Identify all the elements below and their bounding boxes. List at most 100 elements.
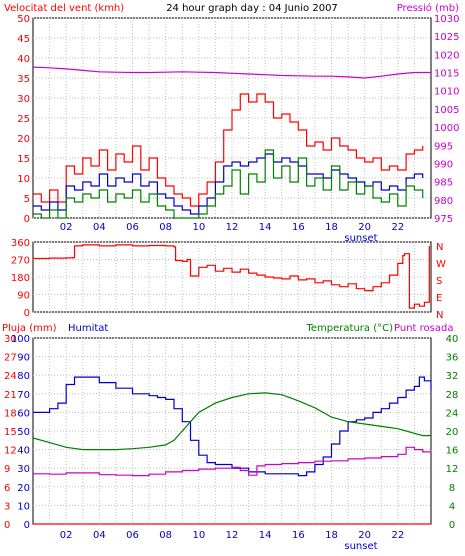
- humidity-tick-label: 30: [17, 464, 30, 475]
- dewpoint-line: [33, 446, 432, 477]
- compass-label-s: S: [436, 276, 442, 287]
- wind-speed-tick-label: 25: [17, 114, 30, 125]
- rain-tick-label: 0: [4, 520, 10, 531]
- wind-pressure-panel: 0510152025303540455097598098599099510001…: [4, 2, 459, 244]
- temperature-tick-label: 20: [446, 427, 459, 438]
- temperature-tick-label: 40: [446, 334, 459, 345]
- temperature-tick-label: 32: [446, 371, 459, 382]
- humidity-tick-label: 80: [17, 371, 30, 382]
- humidity-tick-label: 40: [17, 446, 30, 457]
- temperature-tick-label: 36: [446, 353, 459, 364]
- hour-tick-label: 06: [126, 530, 139, 541]
- wind-speed-axis-label: Velocitat del vent (kmh): [4, 3, 124, 14]
- temperature-line: [32, 392, 431, 451]
- wind-speed-tick-label: 15: [17, 154, 30, 165]
- compass-label-n-top: N: [436, 242, 443, 253]
- humidity-tick-label: 70: [17, 390, 30, 401]
- rain-tick-label: 9: [4, 464, 10, 475]
- pressure-axis-label: Pressió (mb): [397, 2, 459, 14]
- humidity-axis-label: Humitat: [68, 323, 108, 334]
- wind-average-line: [33, 153, 424, 215]
- rain-tick-label: 6: [4, 483, 10, 494]
- humidity-tick-label: 50: [17, 427, 30, 438]
- pressure-tick-label: 1025: [434, 32, 459, 43]
- humidity-temperature-tick-labels: 0369121518212427300102030405060708090100…: [4, 334, 458, 541]
- wind-speed-tick-label: 10: [17, 174, 30, 185]
- humidity-temperature-series: [32, 376, 432, 525]
- temperature-tick-label: 12: [446, 464, 459, 475]
- wind-direction-grid: [33, 241, 431, 313]
- wind-speed-tick-label: 45: [17, 34, 30, 45]
- wind-speed-tick-label: 20: [17, 134, 30, 145]
- sunset-label-top: sunset: [344, 233, 377, 244]
- direction-tick-label: 180: [11, 273, 30, 284]
- hour-tick-label: 10: [192, 530, 205, 541]
- wind-speed-tick-label: 40: [17, 54, 30, 65]
- humidity-line: [33, 376, 432, 477]
- sunset-label-bottom: sunset: [344, 541, 377, 552]
- pressure-tick-label: 1020: [434, 50, 459, 61]
- hour-tick-label: 18: [325, 530, 338, 541]
- pressure-line: [32, 66, 431, 79]
- dewpoint-axis-label: Punt rosada: [394, 323, 453, 334]
- compass-label-e: E: [436, 293, 442, 304]
- hour-tick-label: 20: [358, 530, 371, 541]
- compass-label-n-bottom: N: [436, 310, 443, 321]
- pressure-tick-label: 1005: [434, 105, 459, 116]
- humidity-tick-label: 100: [11, 334, 30, 345]
- direction-tick-label: 270: [11, 256, 30, 267]
- hour-tick-label: 12: [226, 530, 239, 541]
- hour-tick-label: 04: [93, 222, 106, 233]
- wind-gust-line: [33, 93, 424, 207]
- temperature-axis-label: Temperatura (°C): [305, 323, 393, 334]
- humidity-tick-label: 20: [17, 483, 30, 494]
- wind-direction-panel: 0 90 180 270 360 N W S E N: [11, 238, 446, 321]
- rain-tick-label: 30: [4, 334, 17, 345]
- pressure-tick-label: 1015: [434, 69, 459, 80]
- temperature-tick-label: 24: [446, 408, 459, 419]
- wind-pressure-tick-labels: 0510152025303540455097598098599099510001…: [17, 14, 459, 233]
- wind-speed-tick-label: 30: [17, 94, 30, 105]
- hour-tick-label: 22: [391, 530, 404, 541]
- pressure-tick-label: 1010: [434, 87, 459, 98]
- temperature-tick-label: 8: [449, 483, 455, 494]
- rain-tick-label: 21: [4, 390, 17, 401]
- hour-tick-label: 14: [259, 530, 272, 541]
- rain-tick-label: 3: [4, 501, 10, 512]
- rain-tick-label: 24: [4, 371, 17, 382]
- pressure-tick-label: 980: [434, 196, 453, 207]
- humidity-tick-label: 60: [17, 408, 30, 419]
- humidity-temperature-panel: 0369121518212427300102030405060708090100…: [2, 323, 458, 552]
- hour-tick-label: 22: [391, 222, 404, 233]
- hour-tick-label: 10: [192, 222, 205, 233]
- hour-tick-label: 08: [159, 530, 172, 541]
- pressure-tick-label: 985: [434, 178, 453, 189]
- hour-tick-label: 02: [60, 530, 73, 541]
- humidity-tick-label: 10: [17, 501, 30, 512]
- hour-tick-label: 08: [159, 222, 172, 233]
- pressure-tick-label: 995: [434, 141, 453, 152]
- hour-tick-label: 18: [325, 222, 338, 233]
- rain-axis-label: Pluja (mm): [2, 323, 57, 334]
- direction-tick-label: 90: [17, 291, 30, 302]
- hour-tick-label: 16: [292, 530, 305, 541]
- direction-tick-label: 0: [24, 308, 30, 319]
- rain-tick-label: 15: [4, 427, 17, 438]
- wind-direction-line: [33, 244, 430, 309]
- hour-tick-label: 12: [226, 222, 239, 233]
- hour-tick-label: 02: [60, 222, 73, 233]
- wind-low-line: [33, 149, 424, 219]
- chart-title: 24 hour graph day : 04 Junio 2007: [166, 3, 338, 14]
- wind-direction-tick-labels: 0 90 180 270 360: [11, 238, 30, 319]
- wind-speed-tick-label: 0: [24, 214, 30, 225]
- wind-speed-tick-label: 5: [24, 194, 30, 205]
- temperature-tick-label: 4: [449, 501, 455, 512]
- pressure-tick-label: 1000: [434, 123, 459, 134]
- wind-speed-tick-label: 50: [17, 14, 30, 25]
- direction-tick-label: 360: [11, 238, 30, 249]
- pressure-tick-label: 1030: [434, 14, 459, 25]
- temperature-tick-label: 16: [446, 446, 459, 457]
- wind-speed-tick-label: 35: [17, 74, 30, 85]
- hour-tick-label: 06: [126, 222, 139, 233]
